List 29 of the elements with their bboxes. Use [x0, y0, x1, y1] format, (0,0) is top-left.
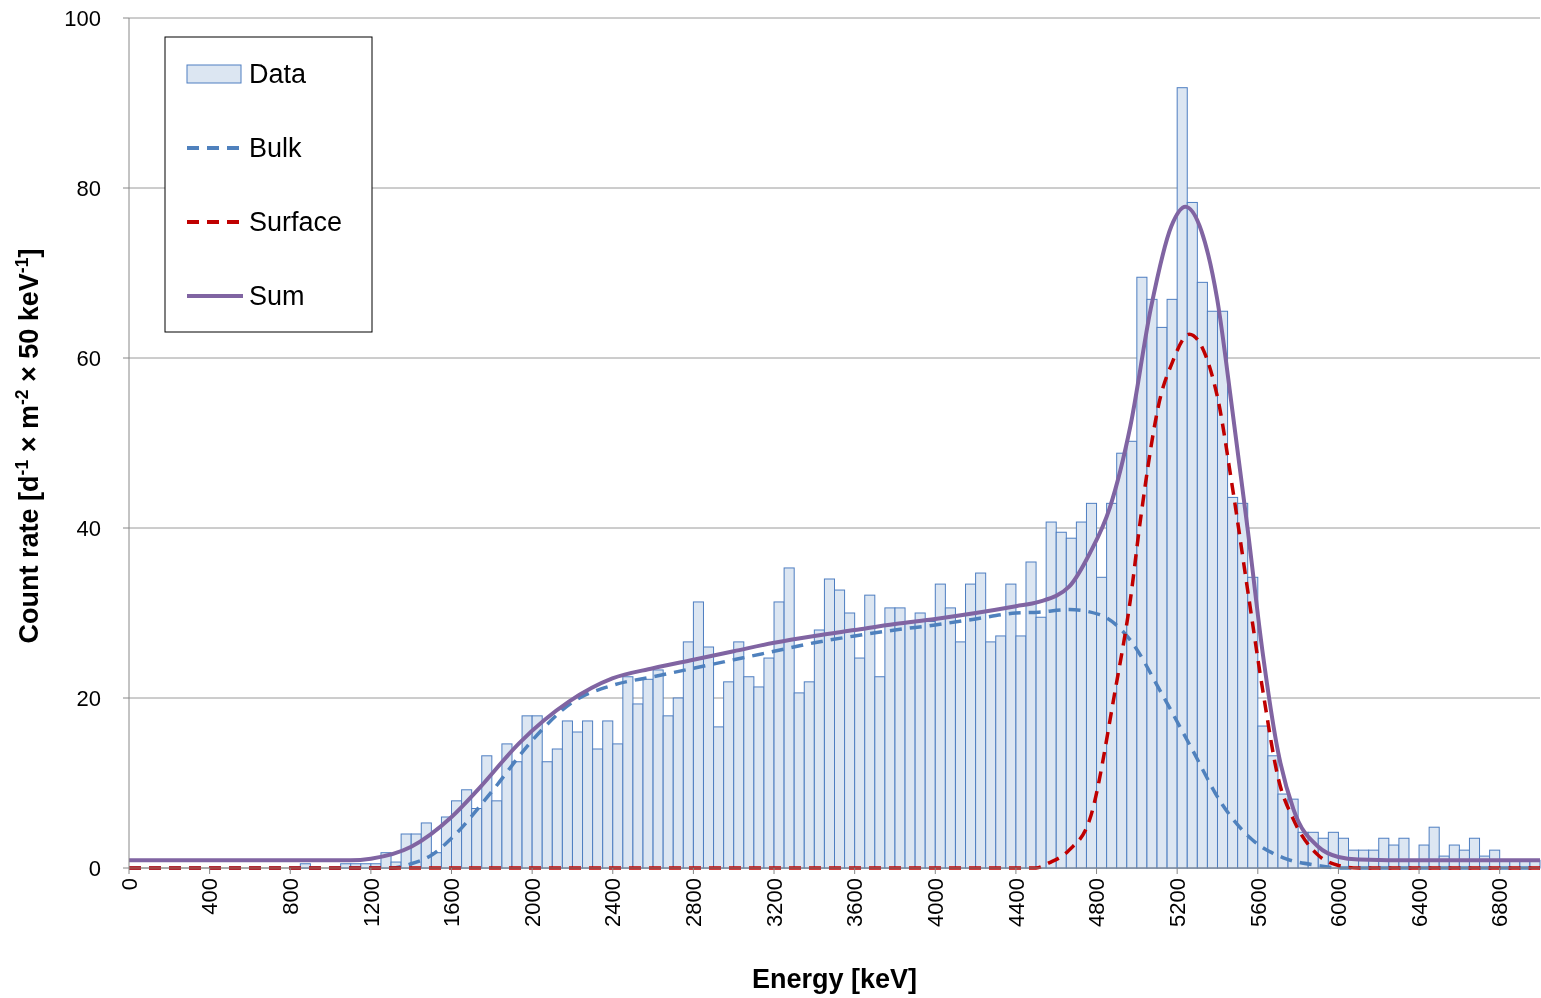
x-tick-label: 2800 — [681, 878, 707, 927]
legend-label: Bulk — [249, 133, 303, 164]
x-tick-label: 1200 — [358, 878, 384, 927]
x-tick-label: 1600 — [439, 878, 465, 927]
x-tick-label: 6400 — [1406, 878, 1432, 927]
legend-label: Sum — [249, 281, 305, 312]
y-tick-label: 20 — [76, 685, 101, 711]
x-tick-label: 6800 — [1487, 878, 1513, 927]
x-tick-label: 4000 — [922, 878, 948, 927]
x-tick-label: 5600 — [1245, 878, 1271, 927]
y-tick-label: 40 — [76, 515, 101, 541]
x-axis-title: Energy [keV] — [751, 964, 918, 994]
x-tick-label: 0 — [116, 878, 142, 891]
y-tick-label: 100 — [64, 5, 101, 31]
legend-label: Surface — [249, 207, 343, 238]
x-tick-label: 3200 — [761, 878, 787, 927]
x-tick-label: 5200 — [1164, 878, 1190, 927]
x-tick-label: 800 — [277, 878, 303, 915]
x-tick-label: 3600 — [842, 878, 868, 927]
x-tick-label: 400 — [197, 878, 223, 915]
x-tick-label: 4400 — [1003, 878, 1029, 927]
legend-label: Data — [249, 59, 308, 90]
x-tick-label: 2000 — [519, 878, 545, 927]
y-tick-label: 80 — [76, 175, 101, 201]
x-tick-label: 6000 — [1326, 878, 1352, 927]
y-tick-label: 0 — [88, 855, 101, 881]
y-tick-label: 60 — [76, 345, 101, 371]
x-tick-label: 2400 — [600, 878, 626, 927]
x-tick-label: 4800 — [1084, 878, 1110, 927]
